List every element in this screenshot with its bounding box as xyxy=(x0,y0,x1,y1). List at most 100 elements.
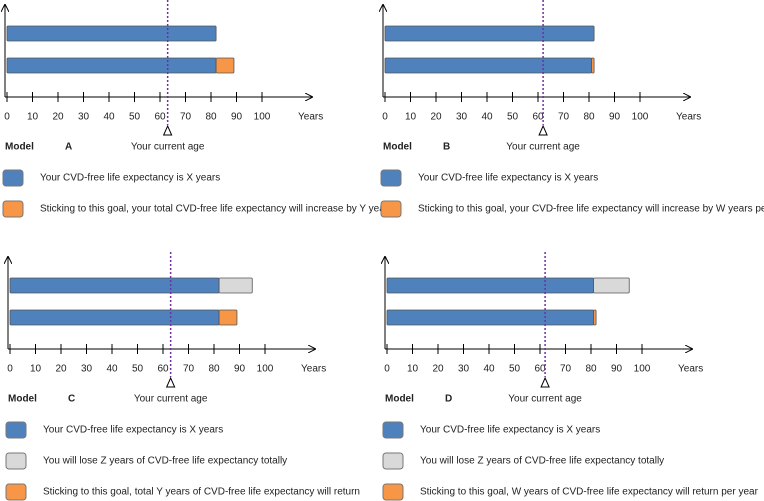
model-letter: D xyxy=(445,394,452,405)
x-axis-label: Years xyxy=(678,364,703,375)
x-tick-label: 90 xyxy=(234,364,246,375)
legend-swatch xyxy=(380,200,402,218)
current-age-marker xyxy=(538,124,548,136)
x-tick-label: 10 xyxy=(407,364,419,375)
legend-label: Sticking to this goal, your total CVD-fr… xyxy=(40,204,393,215)
x-tick-label: 40 xyxy=(106,364,118,375)
x-tick-label: 60 xyxy=(532,112,544,123)
x-tick-label: 100 xyxy=(257,364,274,375)
model-letter: C xyxy=(68,394,75,405)
bar-segment xyxy=(218,309,238,326)
x-tick-label: 80 xyxy=(585,364,597,375)
x-tick-label: 30 xyxy=(81,364,93,375)
legend-label: Your CVD-free life expectancy is X years xyxy=(420,425,600,436)
legend-swatch xyxy=(5,421,27,439)
x-tick-label: 60 xyxy=(154,112,166,123)
legend-label: You will lose Z years of CVD-free life e… xyxy=(420,456,664,467)
model-label: Model xyxy=(8,394,37,405)
x-tick-label: 30 xyxy=(458,364,470,375)
legend-swatch xyxy=(380,169,402,187)
bar-segment xyxy=(384,57,592,74)
x-tick-label: 80 xyxy=(205,112,217,123)
x-tick-label: 0 xyxy=(7,364,13,375)
bar-segment xyxy=(386,309,594,326)
model-label: Model xyxy=(385,394,414,405)
model-letter: B xyxy=(443,142,450,153)
x-tick-label: 80 xyxy=(583,112,595,123)
legend-swatch xyxy=(2,169,24,187)
x-tick-label: 20 xyxy=(432,364,444,375)
x-tick-label: 70 xyxy=(183,364,195,375)
x-tick-label: 40 xyxy=(483,364,495,375)
current-age-marker xyxy=(162,124,173,136)
x-tick-label: 100 xyxy=(632,112,649,123)
current-age-marker xyxy=(165,376,176,388)
legend-label: Sticking to this goal, total Y years of … xyxy=(43,487,360,498)
x-tick-label: 90 xyxy=(231,112,243,123)
bar-segment xyxy=(591,57,595,74)
x-tick-label: 90 xyxy=(611,364,623,375)
bar-segment xyxy=(386,277,594,294)
legend-swatch xyxy=(5,483,27,501)
current-age-label: Your current age xyxy=(134,394,208,405)
legend-label: Your CVD-free life expectancy is X years xyxy=(43,425,223,436)
current-age-label: Your current age xyxy=(131,142,205,153)
x-tick-label: 80 xyxy=(208,364,220,375)
x-axis-label: Years xyxy=(298,112,323,123)
x-tick-label: 70 xyxy=(560,364,572,375)
x-tick-label: 40 xyxy=(103,112,115,123)
model-letter: A xyxy=(65,142,72,153)
x-tick-label: 20 xyxy=(52,112,64,123)
x-tick-label: 30 xyxy=(78,112,90,123)
x-tick-label: 10 xyxy=(27,112,39,123)
x-tick-label: 20 xyxy=(430,112,442,123)
legend-swatch xyxy=(2,200,24,218)
x-tick-label: 90 xyxy=(609,112,621,123)
model-label: Model xyxy=(383,142,412,153)
legend-swatch xyxy=(382,452,404,470)
model-label: Model xyxy=(5,142,34,153)
bar-segment xyxy=(215,57,235,74)
bar-segment xyxy=(6,25,217,42)
bar-segment xyxy=(9,277,220,294)
current-age-label: Your current age xyxy=(508,394,582,405)
x-tick-label: 30 xyxy=(456,112,468,123)
x-tick-label: 70 xyxy=(558,112,570,123)
bar-segment xyxy=(593,277,630,294)
x-axis-label: Years xyxy=(676,112,701,123)
legend-swatch xyxy=(382,483,404,501)
bar-segment xyxy=(218,277,253,294)
legend-swatch xyxy=(382,421,404,439)
current-age-marker xyxy=(540,376,550,388)
x-tick-label: 50 xyxy=(509,364,521,375)
bar-segment xyxy=(9,309,220,326)
x-tick-label: 40 xyxy=(481,112,493,123)
x-tick-label: 60 xyxy=(157,364,169,375)
x-tick-label: 100 xyxy=(634,364,651,375)
legend-label: Sticking to this goal, your CVD-free lif… xyxy=(418,204,764,215)
x-tick-label: 0 xyxy=(4,112,10,123)
legend-label: You will lose Z years of CVD-free life e… xyxy=(43,456,287,467)
x-axis-label: Years xyxy=(301,364,326,375)
x-tick-label: 100 xyxy=(254,112,271,123)
bar-segment xyxy=(593,309,597,326)
legend-label: Your CVD-free life expectancy is X years xyxy=(418,173,598,184)
x-tick-label: 0 xyxy=(384,364,390,375)
current-age-label: Your current age xyxy=(506,142,580,153)
bar-segment xyxy=(384,25,595,42)
x-tick-label: 10 xyxy=(405,112,417,123)
x-tick-label: 70 xyxy=(180,112,192,123)
x-tick-label: 0 xyxy=(382,112,388,123)
legend-swatch xyxy=(5,452,27,470)
bar-segment xyxy=(6,57,217,74)
x-tick-label: 20 xyxy=(55,364,67,375)
x-tick-label: 50 xyxy=(507,112,519,123)
x-tick-label: 50 xyxy=(132,364,144,375)
legend-label: Your CVD-free life expectancy is X years xyxy=(40,173,220,184)
x-tick-label: 10 xyxy=(30,364,42,375)
x-tick-label: 50 xyxy=(129,112,141,123)
legend-label: Sticking to this goal, W years of CVD-fr… xyxy=(420,487,759,498)
x-tick-label: 60 xyxy=(534,364,546,375)
